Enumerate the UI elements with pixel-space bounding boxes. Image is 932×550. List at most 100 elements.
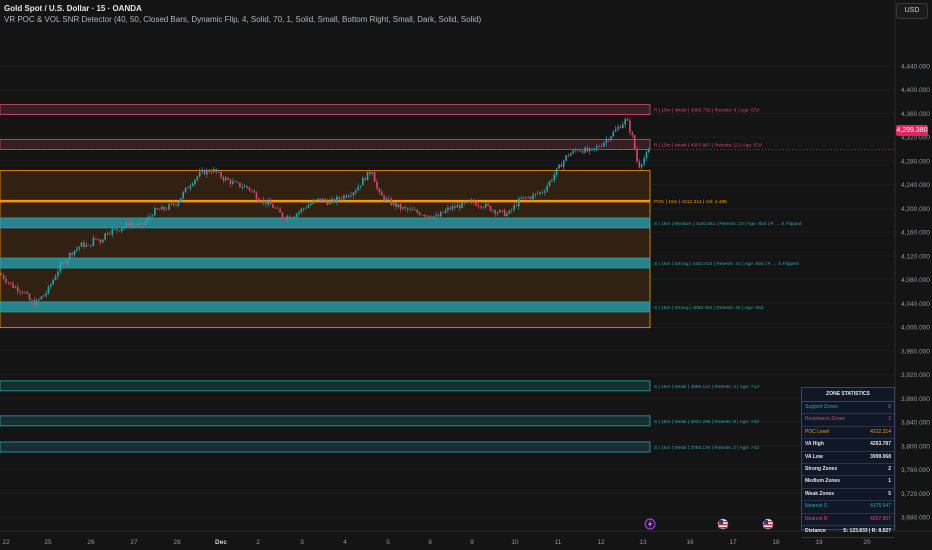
candle-body xyxy=(144,221,147,226)
us-flag-icon[interactable] xyxy=(717,518,729,530)
zone-label: S | 15m | Weak | 3793.175 | Retests: 2 |… xyxy=(654,445,759,451)
candle-body xyxy=(430,217,433,219)
price-axis-label: 4,120.000 xyxy=(901,253,930,260)
candle-body xyxy=(555,168,558,175)
candle-body xyxy=(605,139,608,143)
candle-body xyxy=(347,196,350,198)
candle-body xyxy=(229,179,232,184)
candle-body xyxy=(496,212,499,214)
currency-button[interactable]: USD xyxy=(896,3,928,19)
candle-body xyxy=(248,187,251,190)
stats-row: Strong Zones 2 xyxy=(802,464,894,477)
candle-body xyxy=(47,286,50,294)
candle-body xyxy=(388,198,390,199)
time-axis-label: 8 xyxy=(428,539,432,546)
candle-body xyxy=(135,224,137,226)
candle-body xyxy=(648,149,650,153)
candle-body xyxy=(154,208,156,216)
stats-row-label: Medium Zones xyxy=(805,478,841,485)
support-zone xyxy=(0,380,651,392)
stats-row-value: 2 xyxy=(888,465,891,472)
resistance-zone xyxy=(0,104,651,115)
candle-body xyxy=(343,195,345,200)
candle-body xyxy=(253,190,255,193)
candle-body xyxy=(487,203,489,206)
candle-body xyxy=(163,206,166,210)
candle-body xyxy=(203,169,206,175)
candle-body xyxy=(328,200,331,205)
candle-body xyxy=(340,198,343,200)
candle-body xyxy=(57,271,59,277)
candle-body xyxy=(473,200,475,203)
candle-body xyxy=(416,209,418,213)
time-axis-label: Dec xyxy=(215,539,227,546)
candle-body xyxy=(319,198,322,202)
event-markers xyxy=(644,518,818,530)
candle-body xyxy=(506,213,508,217)
candle-body xyxy=(369,171,371,174)
candle-body xyxy=(619,126,622,129)
candle-body xyxy=(215,169,218,173)
stats-row-label: Nearest S xyxy=(805,503,828,510)
candle-body xyxy=(622,124,624,129)
candle-body xyxy=(80,242,83,247)
price-axis-label: 4,200.000 xyxy=(901,206,930,213)
zone-statistics-title: ZONE STATISTICS xyxy=(802,388,894,402)
candle-body xyxy=(14,286,17,288)
candle-body xyxy=(307,205,310,208)
candle-body xyxy=(302,208,305,209)
price-axis-label: 4,320.000 xyxy=(901,135,930,142)
us-flag-icon[interactable] xyxy=(762,518,774,530)
candle-body xyxy=(45,293,47,296)
time-axis-label: 11 xyxy=(555,539,562,546)
candle-body xyxy=(395,202,397,207)
candle-body xyxy=(560,164,563,167)
candle-body xyxy=(130,223,132,227)
time-axis-label: 20 xyxy=(863,539,871,546)
candle-body xyxy=(586,147,589,152)
candle-body xyxy=(31,299,33,301)
candle-body xyxy=(421,214,423,216)
zone-statistics-panel: ZONE STATISTICS Support Zones 6 Resistance… xyxy=(801,387,895,539)
candle-body xyxy=(234,181,236,182)
candle-body xyxy=(414,209,416,211)
candle-body xyxy=(444,210,447,213)
candle-body xyxy=(279,208,281,213)
candle-body xyxy=(501,210,504,211)
time-axis-label: 19 xyxy=(815,539,823,546)
candle-body xyxy=(633,135,636,150)
candle-body xyxy=(92,237,95,246)
lightning-icon[interactable] xyxy=(644,518,656,530)
candle-body xyxy=(378,188,381,192)
candle-body xyxy=(284,217,286,220)
candle-body xyxy=(71,253,73,255)
stats-row-value: 5 xyxy=(888,490,891,497)
candle-body xyxy=(54,276,57,280)
candle-body xyxy=(376,181,378,189)
value-area xyxy=(0,170,651,329)
candle-body xyxy=(182,192,184,199)
candle-body xyxy=(447,207,449,211)
candle-body xyxy=(515,205,518,207)
chart-header: Gold Spot / U.S. Dollar · 15 · OANDA VR … xyxy=(4,3,481,25)
stats-row-value: 4263.787 xyxy=(870,441,891,448)
candle-body xyxy=(281,212,284,218)
candle-body xyxy=(607,139,610,141)
time-axis-label: 5 xyxy=(386,539,390,546)
price-axis-label: 4,360.000 xyxy=(901,111,930,118)
candle-body xyxy=(482,207,485,209)
candle-body xyxy=(399,203,402,209)
stats-row: Support Zones 6 xyxy=(802,402,894,415)
symbol-title[interactable]: Gold Spot / U.S. Dollar · 15 · OANDA xyxy=(4,4,142,13)
support-zone xyxy=(0,415,651,427)
value-area-box xyxy=(0,170,651,329)
candle-body xyxy=(409,209,411,210)
candle-body xyxy=(120,228,123,232)
candle-body xyxy=(428,215,430,218)
candle-body xyxy=(321,199,324,202)
candle-body xyxy=(614,129,617,132)
snr-zones: R | 15m | Weak | 4366.732 | Retests: 9 |… xyxy=(0,104,802,453)
indicator-legend[interactable]: VR POC & VOL SNR Detector (40, 50, Close… xyxy=(4,15,482,24)
candle-body xyxy=(638,161,641,168)
